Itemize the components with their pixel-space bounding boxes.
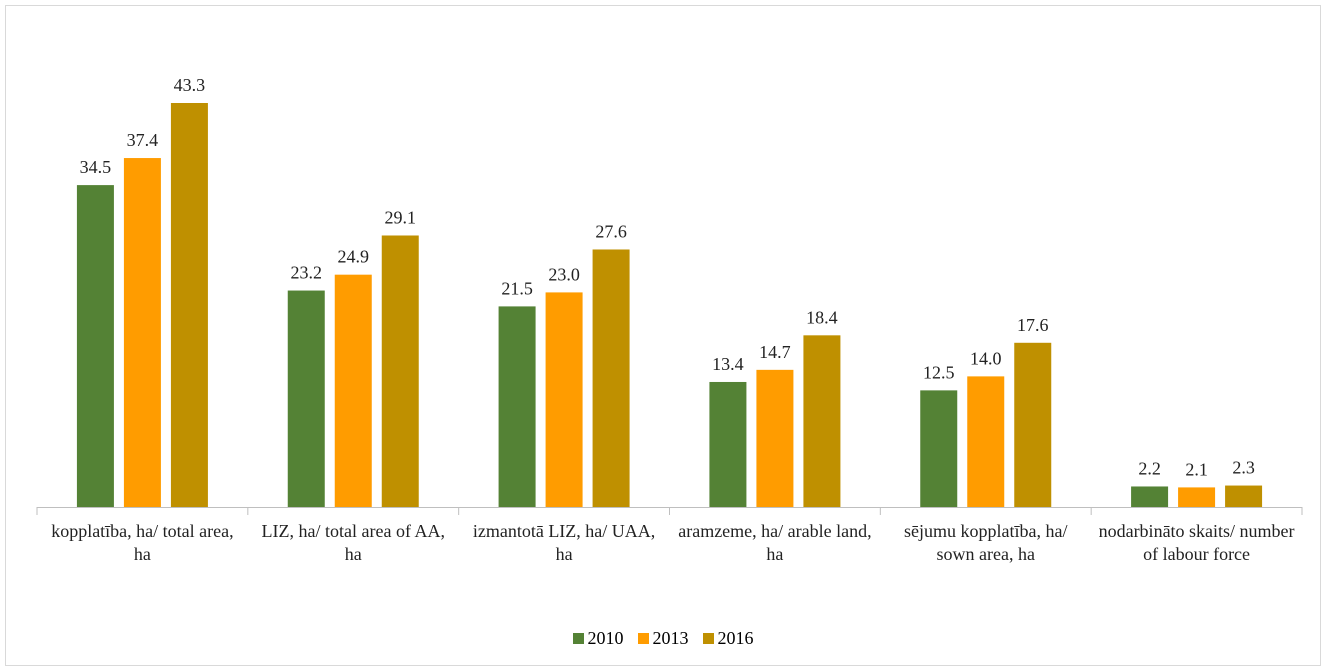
data-label: 12.5 (923, 362, 955, 382)
legend-label: 2016 (717, 628, 754, 648)
data-label: 43.3 (174, 75, 206, 95)
legend: 2010 2013 2016 (0, 628, 1326, 649)
data-label: 17.6 (1017, 315, 1049, 335)
data-label: 34.5 (80, 157, 112, 177)
data-label: 37.4 (127, 130, 159, 150)
frame (5, 5, 1321, 666)
legend-item: 2013 (637, 628, 689, 649)
bar (76, 185, 114, 507)
bar (381, 235, 419, 507)
x-tick-label: kopplatība, ha/ total area, ha (51, 521, 234, 564)
bar (592, 249, 630, 507)
data-label: 14.7 (759, 342, 791, 362)
data-label: 23.0 (548, 264, 580, 284)
bar (545, 292, 583, 507)
legend-label: 2010 (587, 628, 624, 648)
data-label: 2.1 (1185, 459, 1208, 479)
bar (709, 381, 747, 507)
bar (803, 335, 841, 507)
x-tick-label: LIZ, ha/ total area of AA, ha (261, 521, 445, 564)
data-label: 21.5 (501, 278, 533, 298)
data-label: 2.3 (1232, 458, 1255, 478)
data-label: 27.6 (595, 221, 627, 241)
data-label: 18.4 (806, 307, 838, 327)
bar (334, 274, 372, 507)
legend-swatch (702, 633, 714, 644)
x-tick-label: aramzeme, ha/ arable land, ha (678, 521, 872, 564)
data-label: 29.1 (385, 207, 417, 227)
bar (920, 390, 958, 507)
bar (1178, 487, 1216, 507)
legend-item: 2016 (702, 628, 754, 649)
bar (1131, 486, 1169, 507)
x-tick-label: izmantotā LIZ, ha/ UAA, ha (472, 521, 656, 564)
x-tick-label: nodarbināto skaits/ number of labour for… (1098, 521, 1295, 564)
data-label: 13.4 (712, 354, 744, 374)
x-tick-label: sējumu kopplatība, ha/ sown area, ha (904, 521, 1068, 564)
data-label: 14.0 (970, 348, 1002, 368)
data-label: 24.9 (338, 247, 370, 267)
bar (287, 290, 325, 507)
bar (756, 369, 794, 507)
bar (967, 376, 1005, 507)
bar (1014, 342, 1052, 507)
data-label: 2.2 (1138, 458, 1161, 478)
legend-label: 2013 (652, 628, 689, 648)
bar (1225, 485, 1263, 507)
data-label: 23.2 (291, 263, 323, 283)
legend-swatch (637, 633, 649, 644)
bar (498, 306, 536, 507)
bar (123, 158, 161, 507)
legend-swatch (572, 633, 584, 644)
bar (170, 103, 208, 507)
legend-item: 2010 (572, 628, 624, 649)
